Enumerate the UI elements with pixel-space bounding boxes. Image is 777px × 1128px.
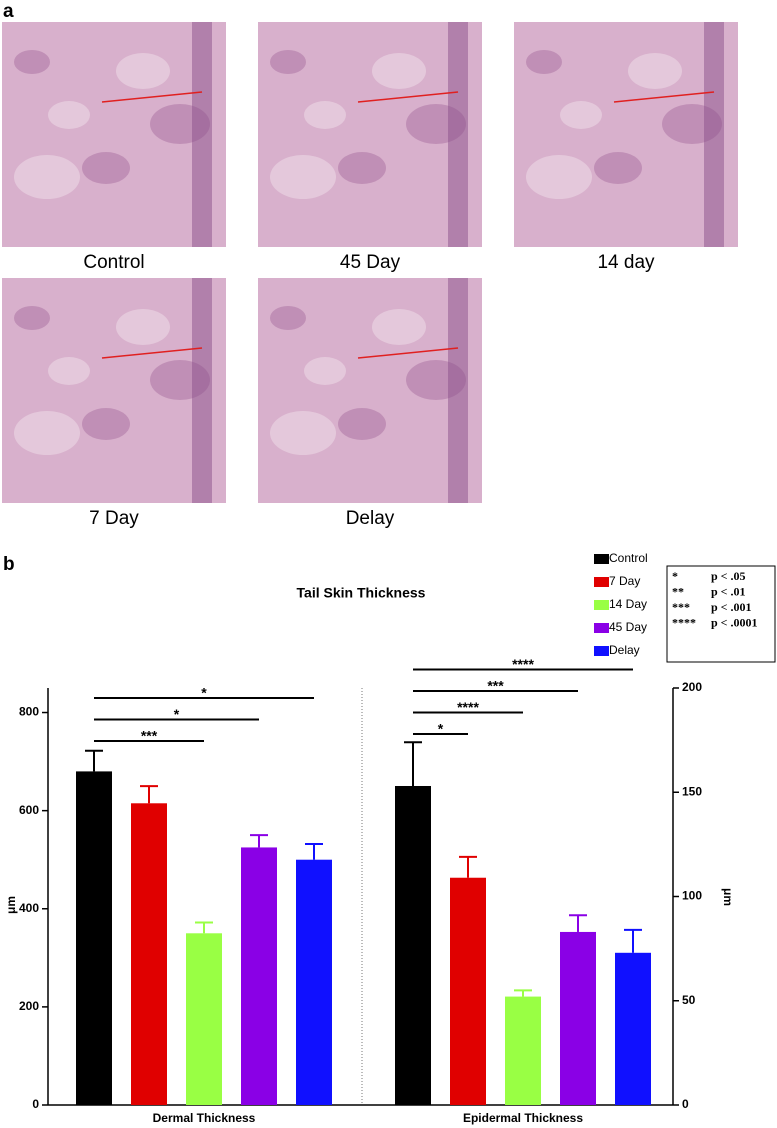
bar	[296, 859, 332, 1105]
measure-line	[357, 91, 459, 103]
image-caption: 7 Day	[89, 508, 139, 529]
bar	[450, 877, 486, 1105]
bar	[76, 771, 112, 1105]
bar	[615, 952, 651, 1105]
y-tick-label: 0	[32, 1097, 39, 1111]
skin-edge	[192, 278, 212, 503]
x-tick-label: Epidermal Thickness	[463, 1111, 583, 1125]
y-tick-label: 600	[19, 803, 39, 817]
key-symbol: **	[672, 584, 684, 598]
bar	[186, 933, 222, 1105]
tissue-detail	[526, 155, 592, 199]
y2-tick-label: 100	[682, 889, 702, 903]
tissue-detail	[304, 101, 346, 129]
y2-label: μm	[721, 888, 735, 906]
skin-edge	[704, 22, 724, 247]
tissue-detail	[116, 309, 170, 345]
tissue-detail	[270, 411, 336, 455]
legend-label: 45 Day	[609, 620, 647, 634]
legend-swatch	[594, 577, 609, 587]
y-tick-label: 400	[19, 901, 39, 915]
tissue-detail	[14, 411, 80, 455]
legend-swatch	[594, 554, 609, 564]
tissue-detail	[116, 53, 170, 89]
panel-label: b	[3, 554, 15, 575]
tissue-detail	[270, 306, 306, 330]
key-threshold: p < .0001	[711, 615, 758, 629]
significance-stars: *	[201, 685, 207, 701]
legend-swatch	[594, 623, 609, 633]
tissue-detail	[14, 50, 50, 74]
y-tick-label: 800	[19, 705, 39, 719]
tissue-detail	[304, 357, 346, 385]
measure-line	[101, 347, 203, 359]
significance-stars: *	[174, 706, 180, 722]
tissue-detail	[372, 309, 426, 345]
significance-stars: ****	[512, 656, 534, 672]
legend-label: 14 Day	[609, 597, 647, 611]
tissue-detail	[14, 306, 50, 330]
image-caption: Control	[83, 252, 144, 273]
y-label: μm	[4, 896, 18, 914]
key-threshold: p < .001	[711, 600, 752, 614]
tissue-detail	[48, 101, 90, 129]
y2-tick-label: 200	[682, 680, 702, 694]
key-threshold: p < .01	[711, 584, 746, 598]
legend-label: Control	[609, 551, 648, 565]
tissue-detail	[560, 101, 602, 129]
key-threshold: p < .05	[711, 569, 746, 583]
tissue-detail	[372, 53, 426, 89]
key-symbol: ***	[672, 600, 690, 614]
bar	[560, 931, 596, 1105]
significance-stars: ***	[487, 678, 504, 694]
legend-label: Delay	[609, 643, 640, 657]
tissue-detail	[628, 53, 682, 89]
bar	[505, 996, 541, 1105]
key-symbol: *	[672, 569, 678, 583]
legend-swatch	[594, 600, 609, 610]
image-caption: Delay	[346, 508, 395, 529]
tissue-detail	[594, 152, 642, 184]
bar	[395, 785, 431, 1105]
legend-label: 7 Day	[609, 574, 640, 588]
tissue-detail	[338, 408, 386, 440]
measure-line	[101, 91, 203, 103]
measure-line	[613, 91, 715, 103]
significance-stars: ****	[457, 699, 479, 715]
y2-tick-label: 150	[682, 784, 702, 798]
skin-edge	[448, 22, 468, 247]
significance-stars: ***	[141, 728, 158, 744]
legend-swatch	[594, 646, 609, 656]
skin-edge	[192, 22, 212, 247]
x-tick-label: Dermal Thickness	[153, 1111, 256, 1125]
key-symbol: ****	[672, 615, 696, 629]
tissue-detail	[14, 155, 80, 199]
y-tick-label: 200	[19, 999, 39, 1013]
tissue-detail	[48, 357, 90, 385]
chart-title: Tail Skin Thickness	[297, 585, 426, 601]
bar	[131, 803, 167, 1105]
significance-key-box	[666, 565, 776, 663]
y2-tick-label: 50	[682, 993, 696, 1007]
image-caption: 45 Day	[340, 252, 401, 273]
panel-label: a	[3, 1, 14, 22]
bar	[241, 847, 277, 1105]
skin-edge	[448, 278, 468, 503]
tissue-detail	[82, 408, 130, 440]
tissue-detail	[270, 155, 336, 199]
tissue-detail	[82, 152, 130, 184]
image-caption: 14 day	[597, 252, 655, 273]
measure-line	[357, 347, 459, 359]
tissue-detail	[338, 152, 386, 184]
significance-stars: *	[438, 721, 444, 737]
tissue-detail	[526, 50, 562, 74]
y2-tick-label: 0	[682, 1097, 689, 1111]
tissue-detail	[270, 50, 306, 74]
